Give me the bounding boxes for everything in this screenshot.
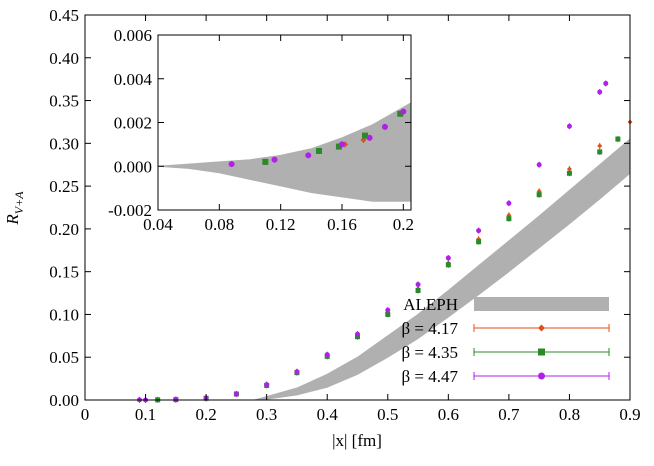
x-tick-label: 0.12 [266,215,296,234]
legend-marker [538,324,545,332]
legend-label: β = 4.35 [402,343,459,362]
x-tick-label: 0.3 [256,405,277,424]
marker [536,192,542,198]
marker [294,369,300,375]
x-tick-label: 0.6 [438,405,459,424]
x-tick-label: 0.5 [377,405,398,424]
marker [566,166,572,172]
x-tick-label: 0.16 [327,215,357,234]
marker [506,200,512,206]
y-tick-label: 0.25 [49,177,79,196]
marker [400,108,407,115]
marker [305,152,312,159]
marker [228,161,235,168]
plot-frame [84,14,631,401]
x-tick-label: 0.9 [619,405,640,424]
legend-swatch [474,297,609,311]
y-tick-label: -0.002 [108,201,152,220]
marker [366,134,373,141]
x-tick-label: 0.2 [195,405,216,424]
y-tick-label: 0.002 [114,114,152,133]
y-tick-label: 0.004 [114,70,153,89]
marker [445,255,451,261]
marker [262,158,269,165]
x-tick-label: 0 [81,405,90,424]
marker [233,391,239,397]
marker [339,141,345,148]
x-tick-label: 0.1 [135,405,156,424]
y-tick-label: 0.00 [49,391,79,410]
y-axis-label-main: R [3,214,22,226]
marker [415,287,421,293]
y-tick-label: 0.40 [49,49,79,68]
marker [566,170,572,176]
y-tick-label: 0.15 [49,263,79,282]
legend-marker [538,372,545,380]
marker [445,262,451,268]
x-tick-label: 0.08 [204,215,234,234]
x-tick-label: 0.2 [393,215,414,234]
marker [615,136,621,142]
marker [476,239,482,245]
marker [324,352,330,358]
marker [397,110,404,117]
legend-label: β = 4.17 [402,319,459,338]
marker [362,132,368,139]
x-tick-label: 0.7 [498,405,520,424]
y-tick-label: 0.05 [49,348,79,367]
marker [385,311,391,317]
marker [316,147,322,154]
legend-label: ALEPH [403,295,458,314]
legend-marker [538,348,545,356]
y-tick-label: 0.20 [49,220,79,239]
y-tick-label: 0.35 [49,92,79,111]
x-axis-label: |x| [fm] [332,431,382,450]
y-axis-label: RV+A [3,191,26,226]
marker [271,156,278,163]
y-axis-label-sub: V+A [12,191,26,214]
y-tick-label: 0.30 [49,134,79,153]
marker [566,123,572,129]
y-tick-label: 0.10 [49,305,79,324]
marker [476,228,482,234]
marker [335,143,342,150]
x-tick-label: 0.8 [559,405,580,424]
marker [536,162,542,168]
marker [506,216,512,222]
marker [264,382,270,388]
marker [603,80,609,86]
y-tick-label: 0.000 [114,157,152,176]
marker [415,282,421,287]
legend-label: β = 4.47 [402,367,459,386]
marker [385,307,391,313]
marker [355,331,360,337]
y-tick-label: 0.006 [114,26,152,45]
x-tick-label: 0.04 [143,215,173,234]
marker [381,123,388,130]
marker [597,89,603,95]
marker [597,149,603,155]
x-tick-label: 0.4 [317,405,339,424]
marker [597,143,603,149]
y-tick-label: 0.45 [49,6,79,25]
